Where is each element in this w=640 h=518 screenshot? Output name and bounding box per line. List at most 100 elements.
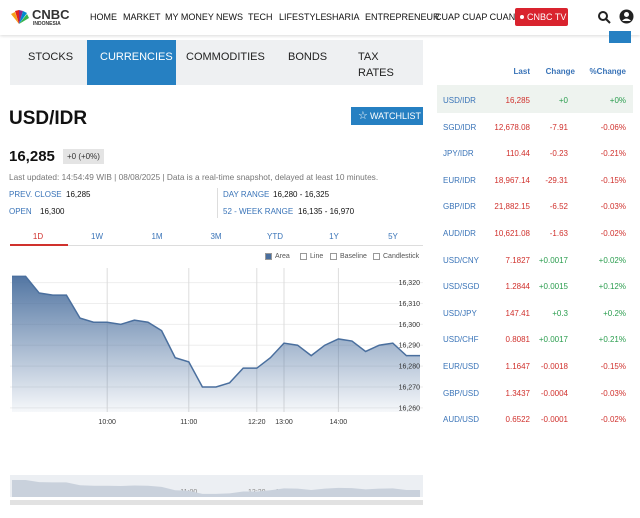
pct-change: +0.12%	[598, 282, 626, 292]
range-tab[interactable]: 5Y	[388, 232, 398, 241]
side-panel	[437, 31, 633, 435]
tab[interactable]: BONDS	[288, 51, 328, 63]
pair[interactable]: USD/IDR	[443, 96, 476, 105]
range-tab[interactable]: YTD	[267, 232, 283, 241]
panel-button[interactable]	[609, 31, 631, 43]
range-tab[interactable]: 1Y	[329, 232, 339, 241]
change: -0.0001	[540, 415, 568, 425]
y-tick-label: 16,320	[399, 280, 421, 287]
pct-change: -0.03%	[600, 388, 626, 398]
logo[interactable]: CNBC	[32, 7, 70, 22]
x-tick-label: 11:00	[180, 419, 197, 426]
watchlist-button[interactable]: ☆ WATCHLIST	[351, 107, 423, 125]
row-highlight	[437, 85, 633, 113]
mode-box[interactable]	[300, 253, 307, 260]
pair[interactable]: EUR/IDR	[443, 175, 476, 185]
pct-change: -0.15%	[600, 362, 626, 371]
pair[interactable]: AUD/USD	[443, 415, 480, 425]
tab[interactable]: STOCKS	[28, 51, 74, 63]
y-tick-label: 16,290	[399, 343, 421, 350]
price: 16,285	[9, 148, 55, 165]
last: 10,621.08	[494, 229, 530, 238]
nav-item[interactable]: TECH	[248, 12, 273, 22]
stat-label: 52 - WEEK RANGE	[223, 207, 294, 216]
stat-value: 16,135 - 16,970	[298, 207, 355, 216]
mode-box[interactable]	[330, 253, 337, 260]
last: 0.8081	[505, 335, 530, 345]
pair[interactable]: GBP/IDR	[443, 202, 476, 212]
last: 0.6522	[505, 415, 530, 425]
y-tick-label: 16,310	[399, 301, 421, 308]
range-tab[interactable]: 1W	[91, 232, 103, 241]
nav-item[interactable]: HOME	[90, 12, 117, 22]
pair[interactable]: USD/JPY	[443, 308, 477, 318]
change: +0.0017	[538, 335, 568, 345]
mode-label[interactable]: Candlestick	[383, 253, 420, 260]
mode-label[interactable]: Line	[310, 253, 324, 260]
x-tick-label: 13:00	[275, 419, 293, 426]
mode-box[interactable]	[373, 253, 380, 260]
y-tick-label: 16,300	[399, 322, 421, 329]
nav-item[interactable]: MARKET	[123, 12, 161, 22]
change: -7.91	[549, 122, 568, 132]
tab[interactable]: CURRENCIES	[100, 51, 173, 63]
nav-item[interactable]: ENTREPRENEUR	[365, 12, 440, 22]
change: +0.0015	[538, 282, 568, 292]
last: 147.41	[505, 308, 530, 318]
range-tab[interactable]: 3M	[210, 232, 222, 241]
change: -29.31	[545, 175, 568, 185]
tab[interactable]: TAX RATES	[358, 51, 394, 79]
table-header: Change	[545, 67, 575, 76]
stat-label: PREV. CLOSE	[9, 190, 62, 199]
change: -0.0018	[540, 362, 568, 371]
pair[interactable]: EUR/USD	[443, 362, 480, 371]
logo-sub: INDONESIA	[33, 21, 61, 27]
nav-item[interactable]: NEWS	[216, 12, 243, 22]
pair[interactable]: USD/SGD	[443, 282, 480, 292]
pct-change: +0.02%	[598, 255, 626, 265]
pair[interactable]: AUD/IDR	[443, 229, 476, 238]
pair[interactable]: USD/CHF	[443, 335, 479, 345]
last: 18,967.14	[494, 175, 530, 185]
last: 16,285	[505, 96, 530, 105]
change: -1.63	[549, 229, 568, 238]
user-icon[interactable]	[619, 9, 634, 24]
symbol: USD/IDR	[9, 108, 88, 129]
nav-item[interactable]: CUAP CUAP CUAN	[435, 12, 516, 22]
stat-value: 16,300	[40, 207, 65, 216]
range-tab[interactable]: 1M	[151, 232, 163, 241]
nav-item[interactable]: LIFESTYLE	[279, 12, 327, 22]
x-tick-label: 12:20	[248, 419, 266, 426]
search-icon[interactable]	[597, 10, 611, 24]
watchlist-label: WATCHLIST	[370, 111, 421, 121]
change: +0.0017	[538, 255, 568, 265]
pct-change: -0.15%	[600, 175, 626, 185]
mode-label[interactable]: Area	[275, 253, 290, 260]
range-tab[interactable]: 1D	[32, 232, 44, 241]
pair[interactable]: SGD/IDR	[443, 122, 477, 132]
change: -0.0004	[540, 388, 568, 398]
star: ☆	[358, 110, 368, 122]
nav-item[interactable]: MY MONEY	[165, 12, 214, 22]
live-button[interactable]: CNBC TV	[515, 8, 568, 26]
nav-item[interactable]: SHARIA	[326, 12, 360, 22]
divider	[217, 188, 218, 218]
change: +0	[558, 96, 568, 105]
table-header: Last	[513, 67, 530, 76]
area	[12, 276, 420, 412]
pair[interactable]: JPY/IDR	[443, 149, 474, 159]
navigator-area	[12, 480, 420, 497]
last: 1.2844	[505, 282, 530, 292]
mode-label[interactable]: Baseline	[340, 253, 367, 260]
pair[interactable]: GBP/USD	[443, 388, 480, 398]
tab[interactable]: COMMODITIES	[186, 51, 265, 63]
mode-box[interactable]	[265, 253, 272, 260]
pct-change: +0.21%	[598, 335, 626, 345]
scrollbar[interactable]	[10, 500, 423, 505]
tab-bar	[10, 40, 423, 85]
y-tick-label: 16,270	[399, 384, 421, 391]
stat-value: 16,285	[66, 190, 91, 199]
stat-value: 16,280 - 16,325	[273, 190, 330, 199]
pair[interactable]: USD/CNY	[443, 255, 480, 265]
